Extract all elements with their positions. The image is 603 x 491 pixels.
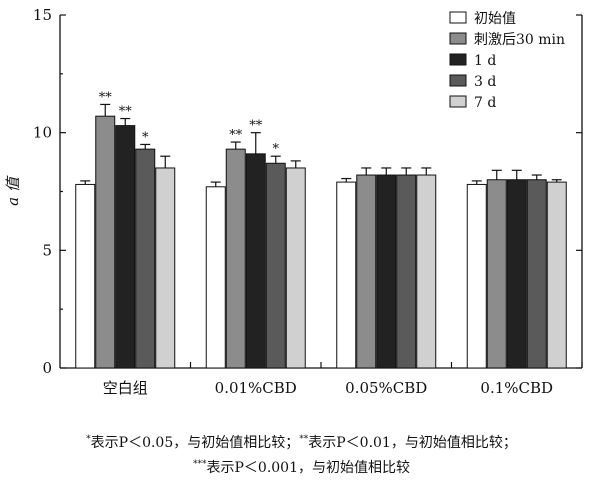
bar-3-0 <box>466 183 487 369</box>
legend-swatch-1 <box>449 32 467 45</box>
footnote-line-2: ***表示P＜0.001，与初始值相比较 <box>0 457 603 477</box>
bar-1-4 <box>285 167 306 369</box>
x-tick-label: 0.05%CBD <box>345 379 427 397</box>
bar-2-1 <box>356 174 377 369</box>
y-tick-label: 0 <box>42 359 52 377</box>
legend-swatch-3 <box>449 74 467 87</box>
significance-mark: ** <box>99 90 113 105</box>
bar-0-0 <box>75 183 96 369</box>
bar-1-0 <box>205 186 226 369</box>
bar-1-2 <box>245 153 266 369</box>
significance-mark: * <box>273 142 280 157</box>
significance-mark: ** <box>119 105 133 120</box>
x-tick-label: 空白组 <box>103 379 148 397</box>
bar-0-4 <box>155 167 176 369</box>
bar-2-3 <box>396 174 417 369</box>
significance-mark: ** <box>229 128 243 143</box>
bar-3-2 <box>506 179 527 369</box>
legend-label-4: 7 d <box>474 95 496 111</box>
legend-label-1: 刺激后30 min <box>474 31 565 48</box>
y-tick-label: 15 <box>33 6 52 24</box>
footnote-mark-2: ** <box>299 434 309 445</box>
bar-3-3 <box>526 179 547 369</box>
bar-series-group: ***** ***** <box>75 90 567 369</box>
bar-0-2 <box>115 125 136 369</box>
y-tick-label: 5 <box>42 241 52 259</box>
legend-swatch-4 <box>449 95 467 108</box>
footnote-text-1a: 表示P＜0.05，与初始值相比较； <box>90 435 300 451</box>
bar-2-2 <box>376 174 397 369</box>
x-tick-label: 0.1%CBD <box>480 379 553 397</box>
legend-label-0: 初始值 <box>474 10 516 27</box>
significance-mark: ** <box>249 119 263 134</box>
bar-0-1 <box>95 115 116 369</box>
footnote-text-1b: 表示P＜0.01，与初始值相比较； <box>308 435 517 451</box>
footnote-line-1: *表示P＜0.05，与初始值相比较；**表示P＜0.01，与初始值相比较； <box>0 432 603 452</box>
bar-2-4 <box>416 174 437 369</box>
x-tick-label: 0.01%CBD <box>215 379 297 397</box>
footnote-mark-1: * <box>86 434 91 445</box>
bar-1-3 <box>265 162 286 369</box>
bar-1-1 <box>225 148 246 369</box>
bar-2-0 <box>336 181 357 369</box>
y-axis-label: a 值 <box>4 175 22 206</box>
y-tick-label: 10 <box>33 124 52 142</box>
bar-3-1 <box>486 179 507 369</box>
bar-0-3 <box>135 148 156 369</box>
legend-swatch-0 <box>449 11 467 24</box>
legend-label-2: 1 d <box>474 53 496 69</box>
significance-mark: * <box>142 130 149 145</box>
footnote-mark-3: *** <box>193 459 207 470</box>
bar-3-4 <box>546 181 567 369</box>
legend-swatch-2 <box>449 53 467 66</box>
footnote-text-2: 表示P＜0.001，与初始值相比较 <box>206 460 411 476</box>
legend-label-3: 3 d <box>474 74 496 90</box>
